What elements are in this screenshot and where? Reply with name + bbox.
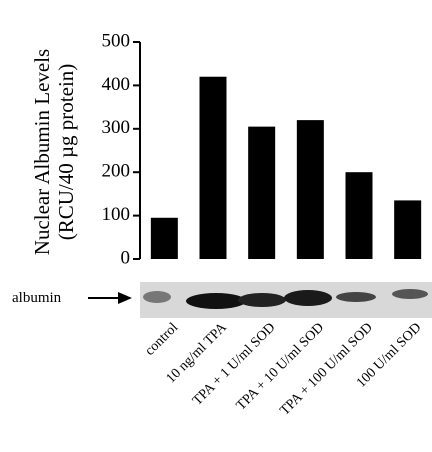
arrow xyxy=(88,292,132,304)
y-label-line: (RCU/40 µg protein) xyxy=(54,64,78,241)
band xyxy=(238,293,286,307)
y-tick-label: 200 xyxy=(102,161,131,182)
bar xyxy=(346,172,373,259)
y-tick-label: 500 xyxy=(102,30,131,51)
x-tick-label: TPA + 1 U/ml SOD xyxy=(190,320,278,408)
chart: Nuclear Albumin Levels (RCU/40 µg protei… xyxy=(0,0,432,452)
band xyxy=(336,292,376,302)
y-tick-label: 400 xyxy=(102,74,131,95)
y-axis-title: Nuclear Albumin Levels (RCU/40 µg protei… xyxy=(30,49,78,255)
y-tick-label: 0 xyxy=(121,247,131,268)
bar xyxy=(200,77,227,259)
bar xyxy=(394,200,421,259)
arrow-head xyxy=(118,292,132,304)
blot xyxy=(140,282,432,318)
x-tick-label: control xyxy=(143,320,182,359)
band xyxy=(186,293,246,309)
band xyxy=(143,291,171,303)
band xyxy=(392,289,428,299)
y-tick-label: 100 xyxy=(102,204,131,225)
bar xyxy=(248,127,275,259)
x-tick-label: TPA + 10 U/ml SOD xyxy=(234,320,327,413)
x-tick-label: TPA + 100 U/ml SOD xyxy=(277,320,375,418)
y-tick-label: 300 xyxy=(102,117,131,138)
bar xyxy=(297,120,324,259)
blot-label: albumin xyxy=(12,290,62,306)
y-label-line: Nuclear Albumin Levels xyxy=(30,49,54,255)
band xyxy=(284,290,332,306)
bar xyxy=(151,218,178,259)
